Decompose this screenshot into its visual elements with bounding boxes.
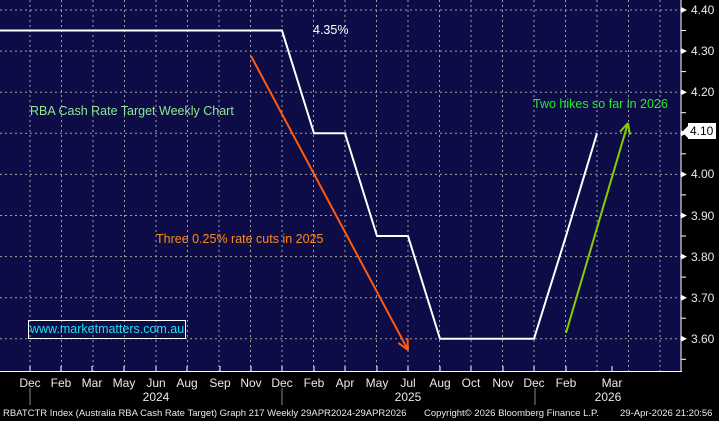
cuts-label: Three 0.25% rate cuts in 2025 xyxy=(156,232,324,246)
y-tick-label: 3.60 xyxy=(691,331,715,346)
rate-line xyxy=(0,29,598,340)
x-tick-label: May xyxy=(112,376,136,390)
x-tick-label: Jun xyxy=(146,376,166,390)
y-tick-label: 4.40 xyxy=(691,3,715,17)
y-tick-mark xyxy=(681,335,687,342)
website-link[interactable]: www.marketmatters.com.au xyxy=(28,320,187,339)
y-tick-mark xyxy=(681,7,687,13)
y-tick-mark xyxy=(681,171,687,178)
x-tick-label: Oct xyxy=(461,376,481,390)
x-tick-label: Feb xyxy=(50,376,72,390)
hikes-label: Two hikes so far in 2026 xyxy=(533,97,668,111)
x-tick-label: Aug xyxy=(429,376,451,390)
x-tick-label: Feb xyxy=(555,376,577,390)
x-tick-label: Sep xyxy=(209,376,231,390)
y-tick-mark xyxy=(681,48,687,55)
y-tick-label: 4.20 xyxy=(691,85,715,100)
chart-title: RBA Cash Rate Target Weekly Chart xyxy=(30,104,234,118)
x-tick-label: Dec xyxy=(271,376,293,390)
x-tick-label: Jul xyxy=(400,376,416,390)
x-tick-label: Mar xyxy=(601,376,623,390)
x-tick-label: Mar xyxy=(81,376,103,390)
hikes-arrow-head xyxy=(619,122,629,133)
x-tick-label: Feb xyxy=(303,376,325,390)
x-year-label: 2025 xyxy=(394,390,422,404)
footer-copyright: Copyright© 2026 Bloomberg Finance L.P. xyxy=(424,408,599,419)
x-tick-label: Nov xyxy=(492,376,514,390)
hikes-arrow-head xyxy=(627,122,631,136)
x-year-label: 2026 xyxy=(594,390,622,404)
y-tick-mark xyxy=(681,294,687,301)
hikes-arrow xyxy=(565,122,629,334)
x-tick-label: May xyxy=(365,376,389,390)
plot-area xyxy=(0,0,681,371)
y-tick-label: 3.90 xyxy=(691,208,715,223)
footer-source: RBATCTR Index (Australia RBA Cash Rate T… xyxy=(3,408,407,419)
y-tick-label: 3.70 xyxy=(691,290,715,305)
x-year-label: 2024 xyxy=(142,390,170,404)
y-tick-label: 4.30 xyxy=(691,44,715,59)
footer-timestamp: 29-Apr-2026 21:20:56 xyxy=(620,408,713,419)
y-tick-label: 3.80 xyxy=(691,249,715,264)
x-tick-label: Dec xyxy=(523,376,545,390)
y-tick-mark xyxy=(681,89,687,96)
y-tick-mark xyxy=(681,253,687,260)
last-value-label: 4.10 xyxy=(681,123,717,139)
x-tick-label: Nov xyxy=(240,376,262,390)
y-tick-label: 4.00 xyxy=(691,167,715,182)
y-tick-mark xyxy=(681,212,687,219)
x-tick-label: Aug xyxy=(176,376,198,390)
x-tick-label: Dec xyxy=(19,376,41,390)
cuts-arrow xyxy=(250,55,409,351)
x-tick-label: Apr xyxy=(335,376,355,390)
level-label: 4.35% xyxy=(313,23,349,37)
cuts-arrow-head xyxy=(397,342,409,351)
